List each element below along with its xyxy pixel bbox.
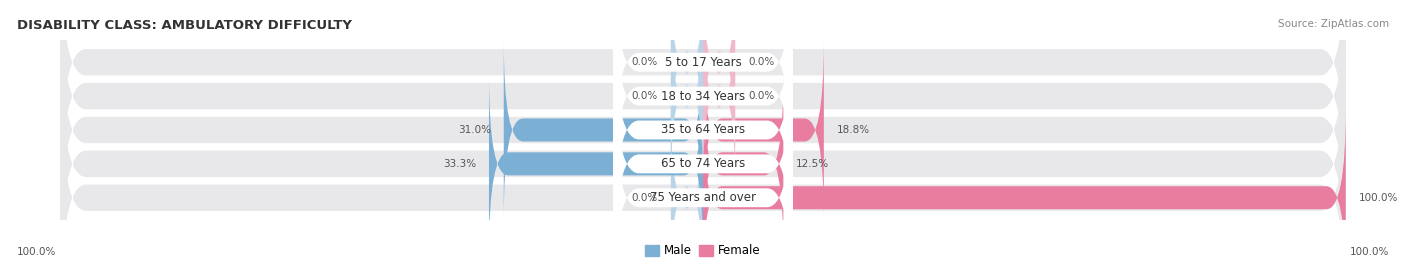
FancyBboxPatch shape: [503, 40, 703, 220]
FancyBboxPatch shape: [703, 6, 735, 186]
Text: 5 to 17 Years: 5 to 17 Years: [665, 56, 741, 69]
FancyBboxPatch shape: [60, 42, 1346, 268]
FancyBboxPatch shape: [671, 0, 703, 152]
Text: 0.0%: 0.0%: [631, 193, 658, 203]
Text: DISABILITY CLASS: AMBULATORY DIFFICULTY: DISABILITY CLASS: AMBULATORY DIFFICULTY: [17, 19, 352, 32]
FancyBboxPatch shape: [613, 0, 793, 188]
Text: 18 to 34 Years: 18 to 34 Years: [661, 90, 745, 103]
Text: 65 to 74 Years: 65 to 74 Years: [661, 157, 745, 170]
FancyBboxPatch shape: [60, 0, 1346, 218]
FancyBboxPatch shape: [671, 108, 703, 268]
Text: 75 Years and over: 75 Years and over: [650, 191, 756, 204]
FancyBboxPatch shape: [613, 0, 793, 222]
Text: 100.0%: 100.0%: [1350, 247, 1389, 257]
FancyBboxPatch shape: [489, 74, 703, 254]
FancyBboxPatch shape: [60, 0, 1346, 185]
FancyBboxPatch shape: [60, 75, 1346, 268]
FancyBboxPatch shape: [671, 6, 703, 186]
Text: 100.0%: 100.0%: [1358, 193, 1398, 203]
Text: 0.0%: 0.0%: [631, 57, 658, 67]
FancyBboxPatch shape: [613, 4, 793, 256]
Text: 31.0%: 31.0%: [458, 125, 491, 135]
Text: 100.0%: 100.0%: [17, 247, 56, 257]
FancyBboxPatch shape: [60, 8, 1346, 252]
Text: Source: ZipAtlas.com: Source: ZipAtlas.com: [1278, 19, 1389, 29]
Text: 35 to 64 Years: 35 to 64 Years: [661, 124, 745, 136]
FancyBboxPatch shape: [613, 72, 793, 268]
Legend: Male, Female: Male, Female: [641, 240, 765, 262]
FancyBboxPatch shape: [703, 108, 1346, 268]
Text: 0.0%: 0.0%: [631, 91, 658, 101]
Text: 18.8%: 18.8%: [837, 125, 870, 135]
FancyBboxPatch shape: [613, 38, 793, 268]
FancyBboxPatch shape: [703, 74, 783, 254]
Text: 12.5%: 12.5%: [796, 159, 830, 169]
FancyBboxPatch shape: [703, 40, 824, 220]
Text: 33.3%: 33.3%: [443, 159, 477, 169]
Text: 0.0%: 0.0%: [748, 57, 775, 67]
Text: 0.0%: 0.0%: [748, 91, 775, 101]
FancyBboxPatch shape: [703, 0, 735, 152]
